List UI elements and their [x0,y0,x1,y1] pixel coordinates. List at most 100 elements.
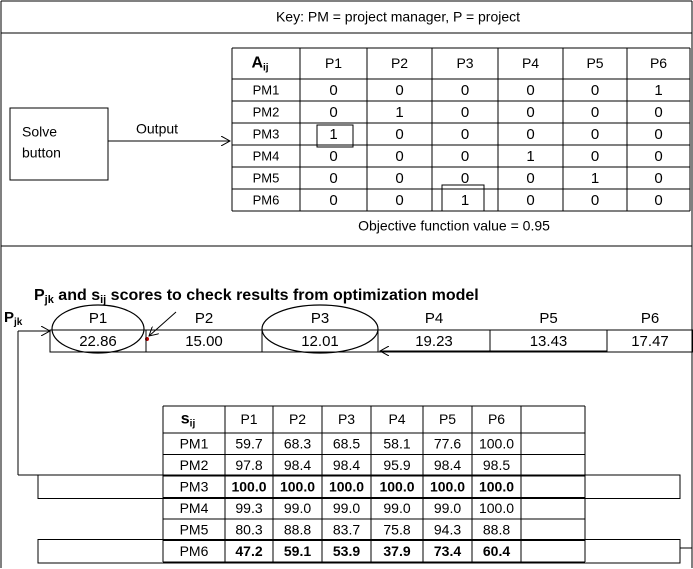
column-header: P6 [488,411,505,427]
symbol: s [181,411,190,428]
highlight-ellipse [51,304,145,354]
cell: 0 [395,192,403,209]
row-label: PM1 [253,82,280,97]
title-part: P [34,287,45,304]
cell: 59.7 [235,435,262,451]
cell: 0 [591,148,599,165]
column-header: P3 [338,411,355,427]
row-label: PM4 [180,500,209,516]
cell: 0 [654,148,662,165]
row-label: PM1 [180,435,209,451]
cell: 0 [654,126,662,143]
cell: 98.4 [434,457,461,473]
highlight-ellipse [261,304,379,354]
cell: 1 [654,82,662,99]
cell: 100.0 [280,478,315,494]
cell: 0 [329,104,337,121]
cell: 100.0 [379,478,414,494]
row-label: PM2 [180,457,209,473]
cell: 0 [329,148,337,165]
header-symbol: sij [181,411,196,429]
score: 22.86 [79,333,117,350]
cell: 98.4 [284,457,311,473]
pjk-label: Pjk [4,309,23,328]
cell: 88.8 [284,521,311,537]
row-label: PM6 [180,543,209,559]
title-part: and s [54,287,100,304]
cell: 0 [591,104,599,121]
cell: 99.0 [383,500,410,516]
row-box [49,329,693,353]
cell: 83.7 [333,521,360,537]
title-part: scores to check results from optimizatio… [106,287,479,304]
cell: 0 [591,192,599,209]
column-header: P4 [388,411,405,427]
highlight-box [441,184,485,212]
column-header: P2 [391,55,408,71]
row-label: PM4 [253,148,280,163]
score: 19.23 [415,333,453,350]
cell: 0 [461,82,469,99]
cell: 60.4 [483,543,510,559]
key: Key: PM = project manager, P = project [276,9,520,25]
sub: ij [190,418,196,429]
cell: 99.0 [284,500,311,516]
row-label: PM6 [253,192,280,207]
cell: 77.6 [434,435,461,451]
cell: 100.0 [479,435,514,451]
sub: ij [263,62,269,73]
cell: 37.9 [383,543,410,559]
cell: 0 [654,104,662,121]
cell: 0 [654,192,662,209]
cell: 0 [526,192,534,209]
output-label: Output [136,121,178,137]
highlight-box [316,124,354,148]
arrow [149,311,177,336]
score: 13.43 [530,333,568,350]
cell: 0 [526,126,534,143]
cell: 1 [395,104,403,121]
row-label: PM3 [180,478,209,494]
cell: 0 [461,170,469,187]
score: 17.47 [631,333,669,350]
cell: 1 [329,126,337,143]
column-header: P6 [650,55,667,71]
cell: 100.0 [329,478,364,494]
column-header: P1 [325,55,342,71]
row-highlight [37,474,681,499]
cell: 0 [329,82,337,99]
cell: 59.1 [284,543,311,559]
symbol: A [251,55,263,72]
section-title: Pjk and sij scores to check results from… [34,287,479,306]
cell: 99.3 [235,500,262,516]
cell: 0 [461,104,469,121]
column-header: P5 [439,411,456,427]
column-header: P2 [289,411,306,427]
column-header: P6 [641,310,659,327]
row-highlight [37,539,681,564]
cell: 0 [395,126,403,143]
column-header: P4 [522,55,539,71]
cell: 100.0 [479,500,514,516]
cell: 99.0 [434,500,461,516]
objective: Objective function value = 0.95 [358,218,550,234]
cell: 100.0 [430,478,465,494]
cell: 98.4 [333,457,360,473]
cell: 88.8 [483,521,510,537]
cell: 47.2 [235,543,262,559]
column-header: P2 [195,310,213,327]
score: 12.01 [301,333,339,350]
cell: 0 [526,104,534,121]
cell: 100.0 [231,478,266,494]
solve-button[interactable] [9,107,109,181]
sub: jk [13,317,23,328]
row-label: PM5 [180,521,209,537]
cell: 94.3 [434,521,461,537]
cell: 0 [395,82,403,99]
cell: 1 [461,192,469,209]
row-label: PM5 [253,170,280,185]
cell: 53.9 [333,543,360,559]
cell: 100.0 [479,478,514,494]
cell: 68.5 [333,435,360,451]
